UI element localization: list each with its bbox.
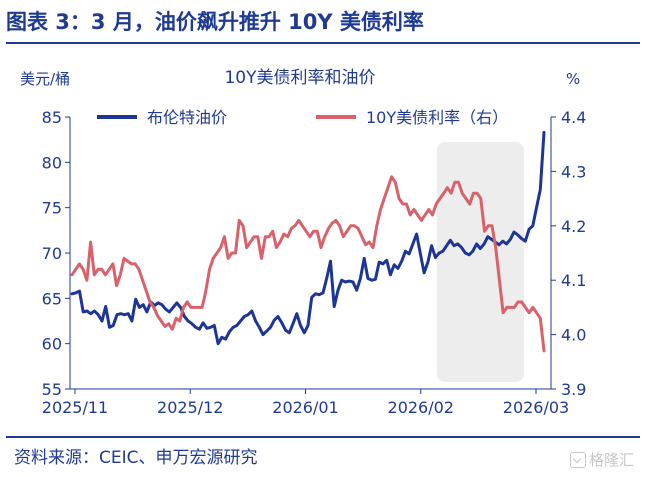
x-tick-label: 2026/03 <box>503 398 569 417</box>
left-tick-label: 75 <box>42 199 62 218</box>
series-layer <box>70 130 546 353</box>
left-tick-label: 65 <box>42 289 62 308</box>
axes: 55 60 65 70 75 80 85 3.9 4.0 4.1 4.2 4.3 4.4 2025/11 2… <box>42 108 587 417</box>
left-tick-label: 55 <box>42 380 62 399</box>
right-tick-label: 3.9 <box>561 380 586 399</box>
heading-rule <box>6 42 640 44</box>
watermark-logo-icon <box>570 452 586 468</box>
left-tick-label: 80 <box>42 153 62 172</box>
legend: 布伦特油价 10Y美债利率（右） <box>97 108 508 127</box>
right-tick-label: 4.0 <box>561 326 586 345</box>
legend-label-brent: 布伦特油价 <box>147 108 227 127</box>
right-tick-label: 4.2 <box>561 217 586 236</box>
left-tick-label: 85 <box>42 108 62 127</box>
series-line-ust10y <box>70 175 546 353</box>
legend-label-ust10y: 10Y美债利率（右） <box>366 108 508 127</box>
chart-title: 10Y美债利率和油价 <box>224 68 375 88</box>
source-note: 资料来源：CEIC、申万宏源研究 <box>14 448 258 468</box>
right-tick-label: 4.1 <box>561 271 586 290</box>
highlight-region <box>437 142 524 382</box>
watermark: 格隆汇 <box>570 448 634 472</box>
left-tick-label: 70 <box>42 244 62 263</box>
x-tick-label: 2025/11 <box>42 398 108 417</box>
footer-rule <box>6 436 640 438</box>
right-axis-unit: % <box>566 70 580 88</box>
right-tick-label: 4.3 <box>561 162 586 181</box>
left-tick-label: 60 <box>42 335 62 354</box>
x-tick-label: 2026/01 <box>272 398 338 417</box>
left-axis-unit: 美元/桶 <box>20 70 70 88</box>
x-tick-label: 2025/12 <box>157 398 223 417</box>
x-tick-label: 2026/02 <box>388 398 454 417</box>
right-tick-label: 4.4 <box>561 108 586 127</box>
report-heading: 图表 3：3 月，油价飙升推升 10Y 美债利率 <box>6 10 424 34</box>
watermark-text: 格隆汇 <box>589 451 635 469</box>
